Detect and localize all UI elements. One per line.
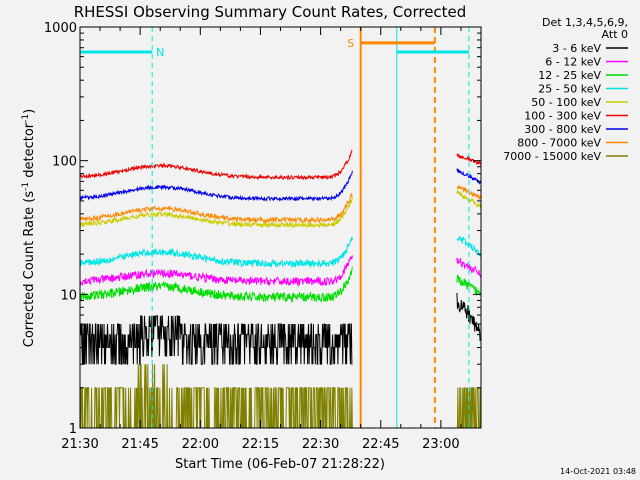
x-tick-label: 23:00 [422, 437, 459, 452]
series-line [79, 170, 353, 203]
x-tick-label: 22:15 [242, 437, 279, 452]
legend-label: 6 - 12 keV [545, 56, 601, 69]
y-axis-label: Corrected Count Rate (s-1 detector-1) [21, 109, 37, 347]
series-line [79, 149, 353, 181]
series-line [456, 257, 482, 278]
x-axis-label: Start Time (06-Feb-07 21:28:22) [175, 457, 385, 472]
plot-area: NS [79, 27, 482, 429]
timestamp: 14-Oct-2021 03:48 [560, 467, 636, 476]
x-axis: 21:30 21:45 22:00 22:15 22:30 22:45 23:00 [61, 27, 482, 452]
series-line [79, 197, 353, 229]
series-line [79, 192, 353, 224]
series-line [79, 255, 353, 287]
series-line [79, 315, 353, 365]
x-tick-label: 22:45 [362, 437, 399, 452]
x-tick-label: 22:30 [302, 437, 339, 452]
y-tick-label: 100 [52, 155, 77, 170]
y-tick-label: 10 [60, 288, 77, 303]
legend-label: 800 - 7000 keV [517, 137, 601, 150]
legend-label: 300 - 800 keV [524, 123, 601, 136]
legend-label: 25 - 50 keV [538, 83, 601, 96]
y-axis: 1 10 100 1000 [44, 21, 481, 437]
x-tick-label: 21:45 [121, 437, 158, 452]
legend-label: 7000 - 15000 keV [503, 150, 601, 163]
series-line [79, 236, 353, 269]
legend-label: 50 - 100 keV [531, 96, 601, 109]
flag-label: N [156, 46, 164, 59]
series-line [79, 266, 353, 303]
legend-header: Att 0 [602, 28, 628, 41]
y-tick-label: 1000 [44, 21, 77, 36]
x-tick-label: 22:00 [182, 437, 219, 452]
series-line [456, 235, 482, 258]
flag-label: S [347, 37, 354, 50]
chart-title: RHESSI Observing Summary Count Rates, Co… [74, 3, 467, 21]
series-line [456, 153, 481, 166]
legend-header: Det 1,3,4,5,6,9, [542, 16, 628, 29]
y-tick-label: 1 [69, 422, 77, 437]
legend-label: 12 - 25 keV [538, 69, 601, 82]
legend-label: 100 - 300 keV [524, 110, 601, 123]
series-line [456, 168, 481, 185]
legend-label: 3 - 6 keV [552, 42, 601, 55]
x-tick-label: 21:30 [61, 437, 98, 452]
